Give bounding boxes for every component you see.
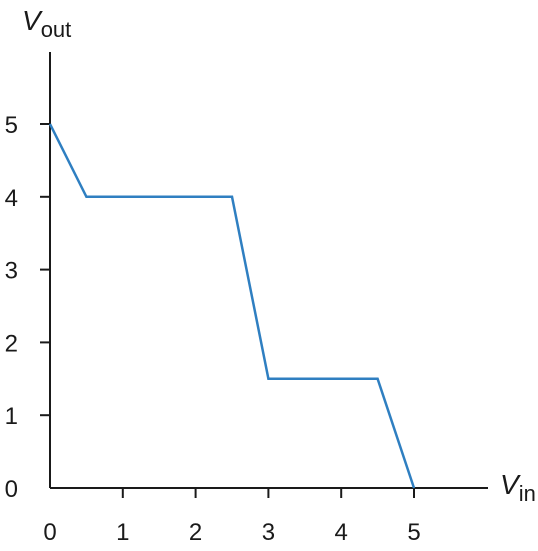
y-tick-label: 3 (5, 258, 18, 285)
y-axis-label-var: V (22, 5, 43, 36)
ticks: 0 1 2 3 4 5 0 1 2 3 4 5 (5, 112, 421, 546)
axes (49, 52, 488, 489)
x-tick-label: 3 (262, 519, 275, 546)
x-axis-label-sub: in (519, 481, 536, 506)
series-line (48, 123, 416, 489)
y-axis-label-sub: out (41, 17, 72, 42)
y-tick-label: 2 (5, 330, 18, 357)
series (48, 123, 416, 489)
x-axis-label-var: V (500, 469, 521, 500)
y-axis-label: Vout (22, 5, 71, 42)
x-tick-label: 0 (43, 519, 56, 546)
x-tick-label: 2 (189, 519, 202, 546)
y-tick-label: 4 (5, 185, 18, 212)
x-axis-label: Vin (500, 469, 536, 506)
y-tick-label: 5 (5, 112, 18, 139)
x-tick-label: 1 (116, 519, 129, 546)
y-tick-label: 0 (5, 476, 18, 503)
x-tick-label: 4 (335, 519, 348, 546)
y-tick-label: 1 (5, 403, 18, 430)
x-tick-label: 5 (407, 519, 420, 546)
